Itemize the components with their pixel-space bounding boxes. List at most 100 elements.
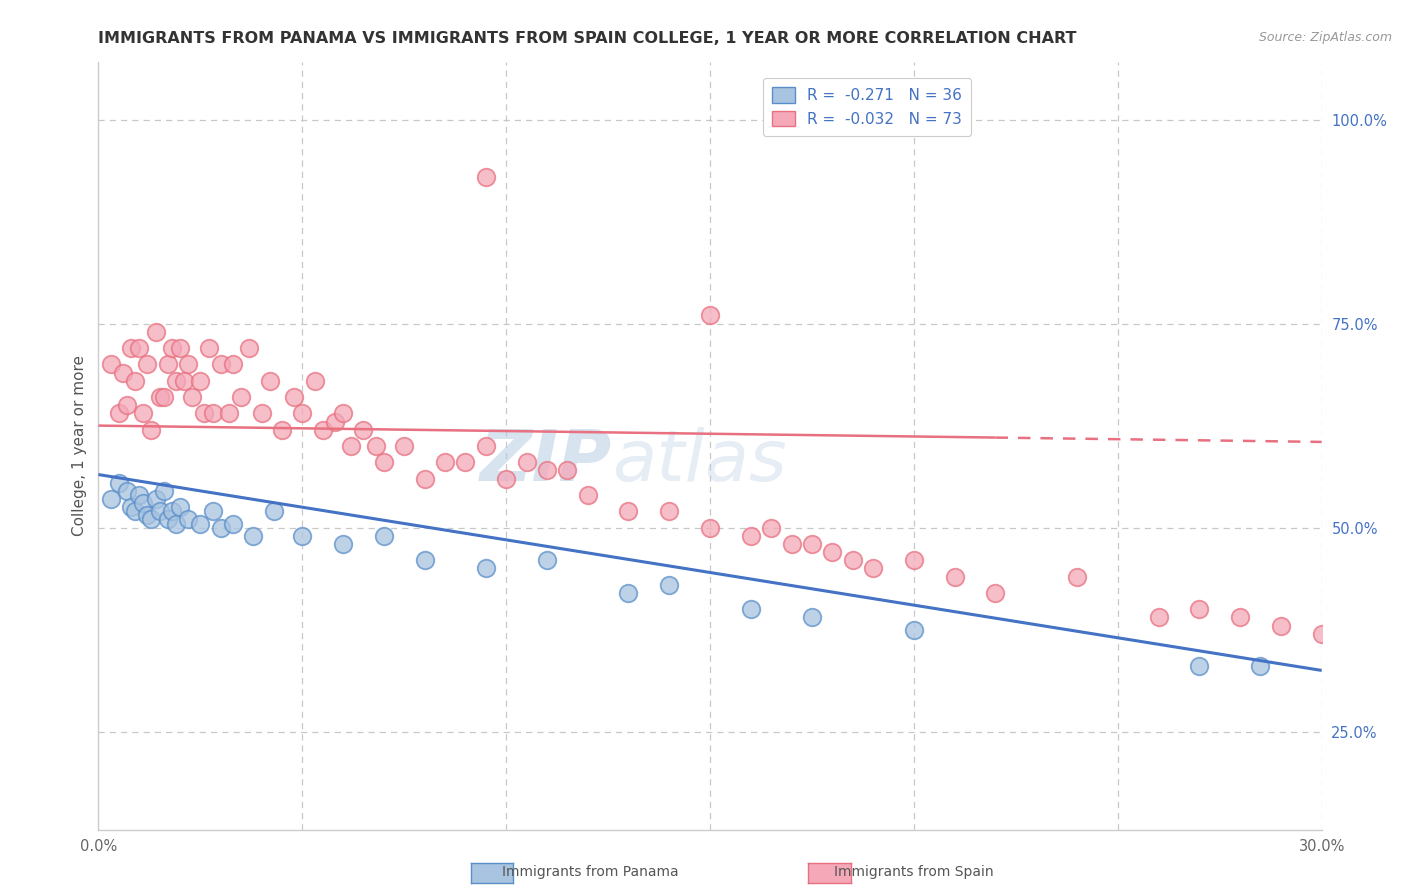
Point — [242, 529, 264, 543]
Point — [152, 390, 174, 404]
Point — [173, 374, 195, 388]
Point — [222, 358, 245, 372]
Point — [312, 423, 335, 437]
Text: IMMIGRANTS FROM PANAMA VS IMMIGRANTS FROM SPAIN COLLEGE, 1 YEAR OR MORE CORRELAT: IMMIGRANTS FROM PANAMA VS IMMIGRANTS FRO… — [98, 31, 1077, 46]
Text: Immigrants from Spain: Immigrants from Spain — [834, 865, 994, 880]
Point — [188, 516, 212, 531]
Point — [152, 483, 174, 498]
Point — [555, 463, 579, 477]
Point — [169, 341, 191, 355]
Point — [156, 358, 179, 372]
Point — [231, 390, 253, 404]
Point — [576, 488, 599, 502]
Point — [332, 537, 354, 551]
Point — [780, 537, 803, 551]
Point — [474, 561, 498, 575]
Point — [617, 504, 640, 518]
Point — [132, 406, 155, 420]
Point — [364, 439, 387, 453]
Point — [536, 463, 558, 477]
Y-axis label: College, 1 year or more: College, 1 year or more — [72, 356, 87, 536]
Point — [454, 455, 477, 469]
Point — [141, 423, 163, 437]
Point — [145, 491, 167, 506]
Point — [149, 504, 172, 518]
Point — [1270, 618, 1292, 632]
Point — [536, 553, 558, 567]
Point — [111, 366, 134, 380]
Point — [1229, 610, 1251, 624]
Point — [250, 406, 273, 420]
Point — [149, 390, 172, 404]
Legend: R =  -0.271   N = 36, R =  -0.032   N = 73: R = -0.271 N = 36, R = -0.032 N = 73 — [763, 78, 972, 136]
Point — [304, 374, 326, 388]
Point — [124, 374, 146, 388]
Point — [108, 475, 131, 490]
Point — [270, 423, 294, 437]
Point — [658, 504, 681, 518]
Point — [108, 406, 131, 420]
Point — [259, 374, 281, 388]
Point — [165, 374, 187, 388]
Point — [373, 455, 395, 469]
Point — [495, 472, 517, 486]
Point — [984, 586, 1007, 600]
Point — [373, 529, 395, 543]
Point — [1249, 659, 1271, 673]
Point — [332, 406, 354, 420]
Point — [801, 610, 824, 624]
Point — [474, 169, 498, 184]
Point — [434, 455, 457, 469]
Point — [413, 472, 436, 486]
Point — [903, 623, 925, 637]
Point — [145, 325, 167, 339]
Point — [100, 491, 122, 506]
Point — [1310, 626, 1333, 640]
Point — [201, 504, 224, 518]
Point — [1147, 610, 1170, 624]
Point — [699, 309, 721, 323]
Text: ZIP: ZIP — [479, 427, 612, 496]
Point — [160, 341, 183, 355]
Point — [136, 508, 159, 523]
Point — [165, 516, 187, 531]
Text: Source: ZipAtlas.com: Source: ZipAtlas.com — [1258, 31, 1392, 45]
Point — [943, 569, 966, 583]
Point — [841, 553, 863, 567]
Point — [1188, 659, 1211, 673]
Point — [209, 358, 232, 372]
Point — [323, 415, 346, 429]
Point — [474, 439, 498, 453]
Point — [209, 520, 232, 534]
Point — [128, 341, 150, 355]
Point — [1066, 569, 1088, 583]
Point — [821, 545, 844, 559]
Text: atlas: atlas — [612, 427, 787, 496]
Point — [136, 358, 159, 372]
Point — [291, 529, 314, 543]
Point — [128, 488, 150, 502]
Point — [740, 529, 762, 543]
Point — [120, 341, 142, 355]
Point — [740, 602, 762, 616]
Point — [141, 512, 163, 526]
Point — [516, 455, 538, 469]
Point — [392, 439, 416, 453]
Point — [617, 586, 640, 600]
Point — [156, 512, 179, 526]
Point — [238, 341, 260, 355]
Point — [188, 374, 212, 388]
Point — [222, 516, 245, 531]
Point — [352, 423, 374, 437]
Point — [169, 500, 191, 515]
Point — [201, 406, 224, 420]
Point — [197, 341, 219, 355]
Point — [291, 406, 314, 420]
Point — [160, 504, 183, 518]
Point — [413, 553, 436, 567]
Point — [283, 390, 305, 404]
Point — [177, 358, 200, 372]
Point — [115, 398, 138, 412]
Point — [862, 561, 884, 575]
Point — [193, 406, 215, 420]
